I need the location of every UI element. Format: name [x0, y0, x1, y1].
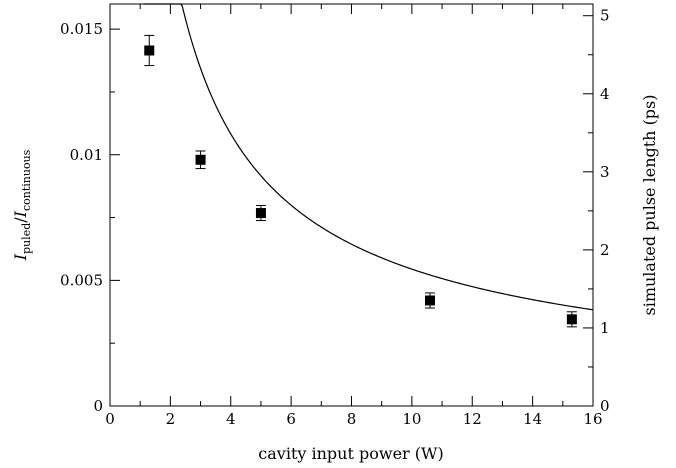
x-axis-label: cavity input power (W) — [258, 444, 443, 463]
left-y-axis: 0 0.005 0.01 0.015 — [60, 20, 120, 415]
left-y-tick-label: 0 — [93, 397, 103, 415]
data-point — [144, 45, 155, 56]
x-tick-label: 4 — [226, 410, 236, 428]
right-y-tick-label: 2 — [600, 241, 610, 259]
right-y-tick-label: 4 — [600, 85, 610, 103]
ylabel-symbol-1: I — [11, 253, 30, 261]
ylabel-symbol-2: I — [11, 210, 30, 218]
left-y-tick-label: 0.015 — [60, 20, 103, 38]
left-y-tick-label: 0.005 — [60, 271, 103, 289]
x-tick-label: 8 — [347, 410, 357, 428]
plot-frame — [109, 3, 594, 407]
fit-curve — [143, 3, 594, 311]
x-tick-label: 0 — [105, 410, 115, 428]
ylabel-subscript-2: continuous — [20, 149, 33, 211]
x-tick-label: 16 — [583, 410, 602, 428]
right-y-tick-label: 0 — [600, 397, 610, 415]
x-tick-label: 14 — [523, 410, 542, 428]
right-y-tick-label: 5 — [600, 7, 610, 25]
right-y-axis-label: simulated pulse length (ps) — [640, 94, 659, 315]
series-layer — [143, 3, 594, 328]
x-axis: 0 2 4 6 8 10 12 14 16 — [105, 4, 603, 428]
x-tick-label: 6 — [286, 410, 296, 428]
data-point — [424, 295, 435, 306]
x-tick-label: 12 — [463, 410, 482, 428]
data-point — [566, 314, 577, 325]
left-y-axis-label: Ipuled/Icontinuous — [11, 149, 33, 261]
right-y-axis: 0 1 2 3 4 5 — [583, 7, 610, 415]
x-tick-label: 10 — [402, 410, 421, 428]
data-point — [255, 208, 266, 219]
right-y-tick-label: 3 — [600, 163, 610, 181]
left-y-tick-label: 0.01 — [70, 146, 103, 164]
data-point — [195, 154, 206, 165]
right-y-tick-label: 1 — [600, 319, 610, 337]
ylabel-subscript-1: puled — [20, 223, 33, 254]
x-tick-label: 2 — [166, 410, 176, 428]
ylabel-slash: / — [11, 217, 30, 223]
